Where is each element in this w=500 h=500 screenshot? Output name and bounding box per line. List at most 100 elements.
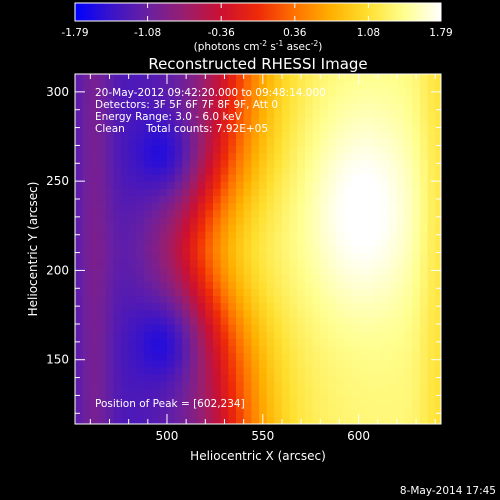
heatmap-cell bbox=[320, 388, 329, 397]
heatmap-cell bbox=[220, 145, 229, 154]
heatmap-cell bbox=[373, 216, 383, 225]
heatmap-cell bbox=[235, 116, 245, 125]
heatmap-cell bbox=[343, 395, 352, 404]
heatmap-cell bbox=[159, 409, 168, 418]
heatmap-cell bbox=[320, 74, 329, 82]
heatmap-cell bbox=[235, 352, 245, 361]
heatmap-cell bbox=[312, 145, 321, 154]
heatmap-cell bbox=[189, 138, 199, 147]
heatmap-cell bbox=[327, 266, 337, 275]
heatmap-cell bbox=[159, 138, 168, 147]
heatmap-cell bbox=[266, 259, 275, 268]
heatmap-cell bbox=[113, 209, 122, 218]
heatmap-cell bbox=[343, 338, 352, 347]
heatmap-cell bbox=[143, 138, 153, 147]
heatmap-cell bbox=[174, 324, 183, 332]
heatmap-cell bbox=[143, 252, 153, 261]
heatmap-cell bbox=[404, 252, 413, 261]
heatmap-cell bbox=[251, 88, 260, 97]
heatmap-cell bbox=[228, 381, 237, 389]
heatmap-cell bbox=[404, 381, 413, 389]
heatmap-cell bbox=[113, 345, 122, 354]
heatmap-cell bbox=[128, 266, 137, 275]
heatmap-cell bbox=[159, 102, 168, 111]
heatmap-cell bbox=[212, 216, 222, 225]
heatmap-cell bbox=[281, 316, 291, 325]
heatmap-cell bbox=[358, 124, 367, 132]
heatmap-cell bbox=[366, 245, 375, 254]
heatmap-cell bbox=[396, 316, 406, 325]
heatmap-cell bbox=[289, 388, 298, 397]
heatmap-cell bbox=[174, 238, 183, 247]
heatmap-cell bbox=[166, 231, 176, 239]
heatmap-cell bbox=[220, 374, 229, 382]
heatmap-cell bbox=[258, 402, 268, 411]
heatmap-cell bbox=[105, 195, 114, 204]
heatmap-cell bbox=[243, 266, 252, 275]
heatmap-cell bbox=[312, 288, 321, 297]
heatmap-cell bbox=[389, 402, 398, 411]
heatmap-cell bbox=[128, 174, 137, 182]
heatmap-cell bbox=[266, 402, 275, 411]
heatmap-cell bbox=[350, 259, 360, 268]
heatmap-cell bbox=[189, 266, 199, 275]
heatmap-cell bbox=[281, 345, 291, 354]
heatmap-cell bbox=[350, 245, 360, 254]
heatmap-cell bbox=[304, 345, 314, 354]
heatmap-cell bbox=[396, 309, 406, 318]
heatmap-cell bbox=[97, 174, 107, 182]
heatmap-cell bbox=[120, 245, 130, 254]
heatmap-cell bbox=[159, 338, 168, 347]
heatmap-cell bbox=[350, 388, 360, 397]
heatmap-cell bbox=[82, 159, 91, 168]
heatmap-cell bbox=[381, 238, 390, 247]
heatmap-cell bbox=[113, 195, 122, 204]
heatmap-cell bbox=[381, 388, 390, 397]
heatmap-cell bbox=[404, 302, 413, 311]
heatmap-cell bbox=[258, 195, 268, 204]
heatmap-cell bbox=[228, 274, 237, 282]
heatmap-cell bbox=[266, 124, 275, 132]
heatmap-cell bbox=[182, 224, 191, 232]
heatmap-cell bbox=[320, 152, 329, 161]
heatmap-cell bbox=[343, 216, 352, 225]
heatmap-cell bbox=[197, 95, 206, 104]
heatmap-cell bbox=[289, 81, 298, 89]
heatmap-cell bbox=[143, 381, 153, 389]
heatmap-cell bbox=[366, 238, 375, 247]
heatmap-cell bbox=[189, 181, 199, 189]
heatmap-cell bbox=[297, 188, 306, 197]
heatmap-cell bbox=[151, 102, 160, 111]
heatmap-cell bbox=[166, 259, 176, 268]
heatmap-cell bbox=[274, 381, 283, 389]
heatmap-cell bbox=[159, 416, 168, 424]
heatmap-cell bbox=[350, 302, 360, 311]
heatmap-cell bbox=[312, 188, 321, 197]
heatmap-cell bbox=[381, 195, 390, 204]
heatmap-cell bbox=[189, 238, 199, 247]
heatmap-cell bbox=[166, 224, 176, 232]
heatmap-cell bbox=[151, 152, 160, 161]
heatmap-cell bbox=[274, 159, 283, 168]
heatmap-cell bbox=[197, 224, 206, 232]
heatmap-cell bbox=[220, 159, 229, 168]
heatmap-cell bbox=[312, 388, 321, 397]
heatmap-cell bbox=[297, 209, 306, 218]
heatmap-cell bbox=[205, 202, 214, 211]
heatmap-cell bbox=[358, 74, 367, 82]
heatmap-cell bbox=[143, 95, 153, 104]
heatmap-cell bbox=[205, 74, 214, 82]
heatmap-cell bbox=[327, 181, 337, 189]
heatmap-cell bbox=[174, 302, 183, 311]
heatmap-cell bbox=[182, 352, 191, 361]
heatmap-cell bbox=[136, 309, 145, 318]
heatmap-cell bbox=[381, 95, 390, 104]
heatmap-cell bbox=[327, 88, 337, 97]
heatmap-cell bbox=[128, 402, 137, 411]
heatmap-cell bbox=[297, 266, 306, 275]
heatmap-cell bbox=[404, 116, 413, 125]
heatmap-cell bbox=[205, 409, 214, 418]
heatmap-cell bbox=[205, 159, 214, 168]
heatmap-cell bbox=[312, 138, 321, 147]
heatmap-cell bbox=[113, 224, 122, 232]
